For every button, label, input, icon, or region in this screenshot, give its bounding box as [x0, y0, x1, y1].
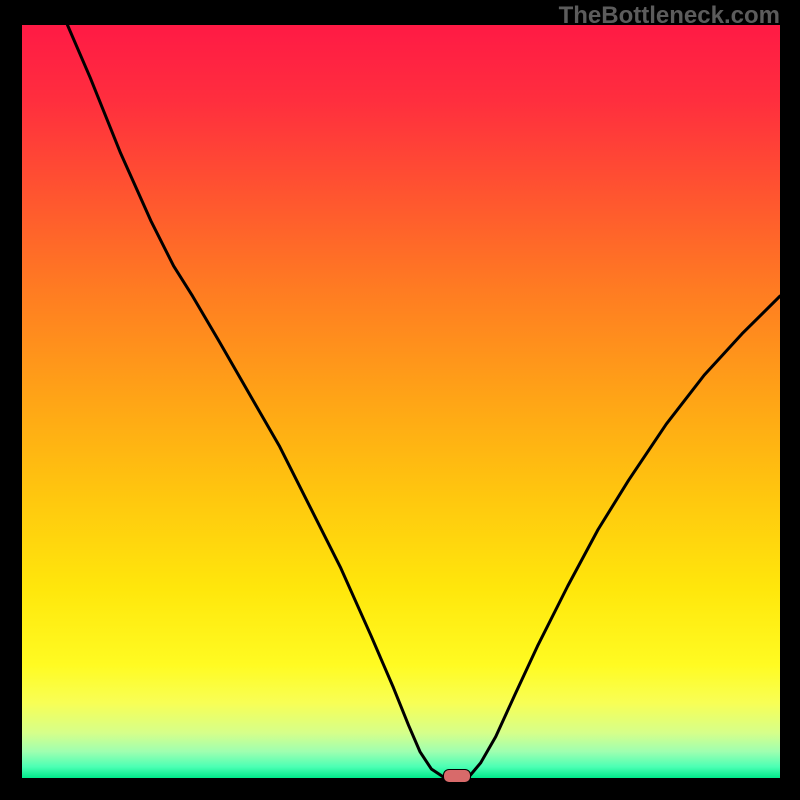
curve-plot [22, 25, 780, 778]
curve-left-branch [67, 25, 442, 776]
plot-frame [22, 25, 780, 778]
curve-right-branch [469, 296, 780, 776]
watermark-label: TheBottleneck.com [559, 2, 780, 29]
chart-container: TheBottleneck.com [0, 0, 800, 800]
minimum-marker [443, 769, 471, 783]
watermark-text: TheBottleneck.com [559, 2, 780, 30]
